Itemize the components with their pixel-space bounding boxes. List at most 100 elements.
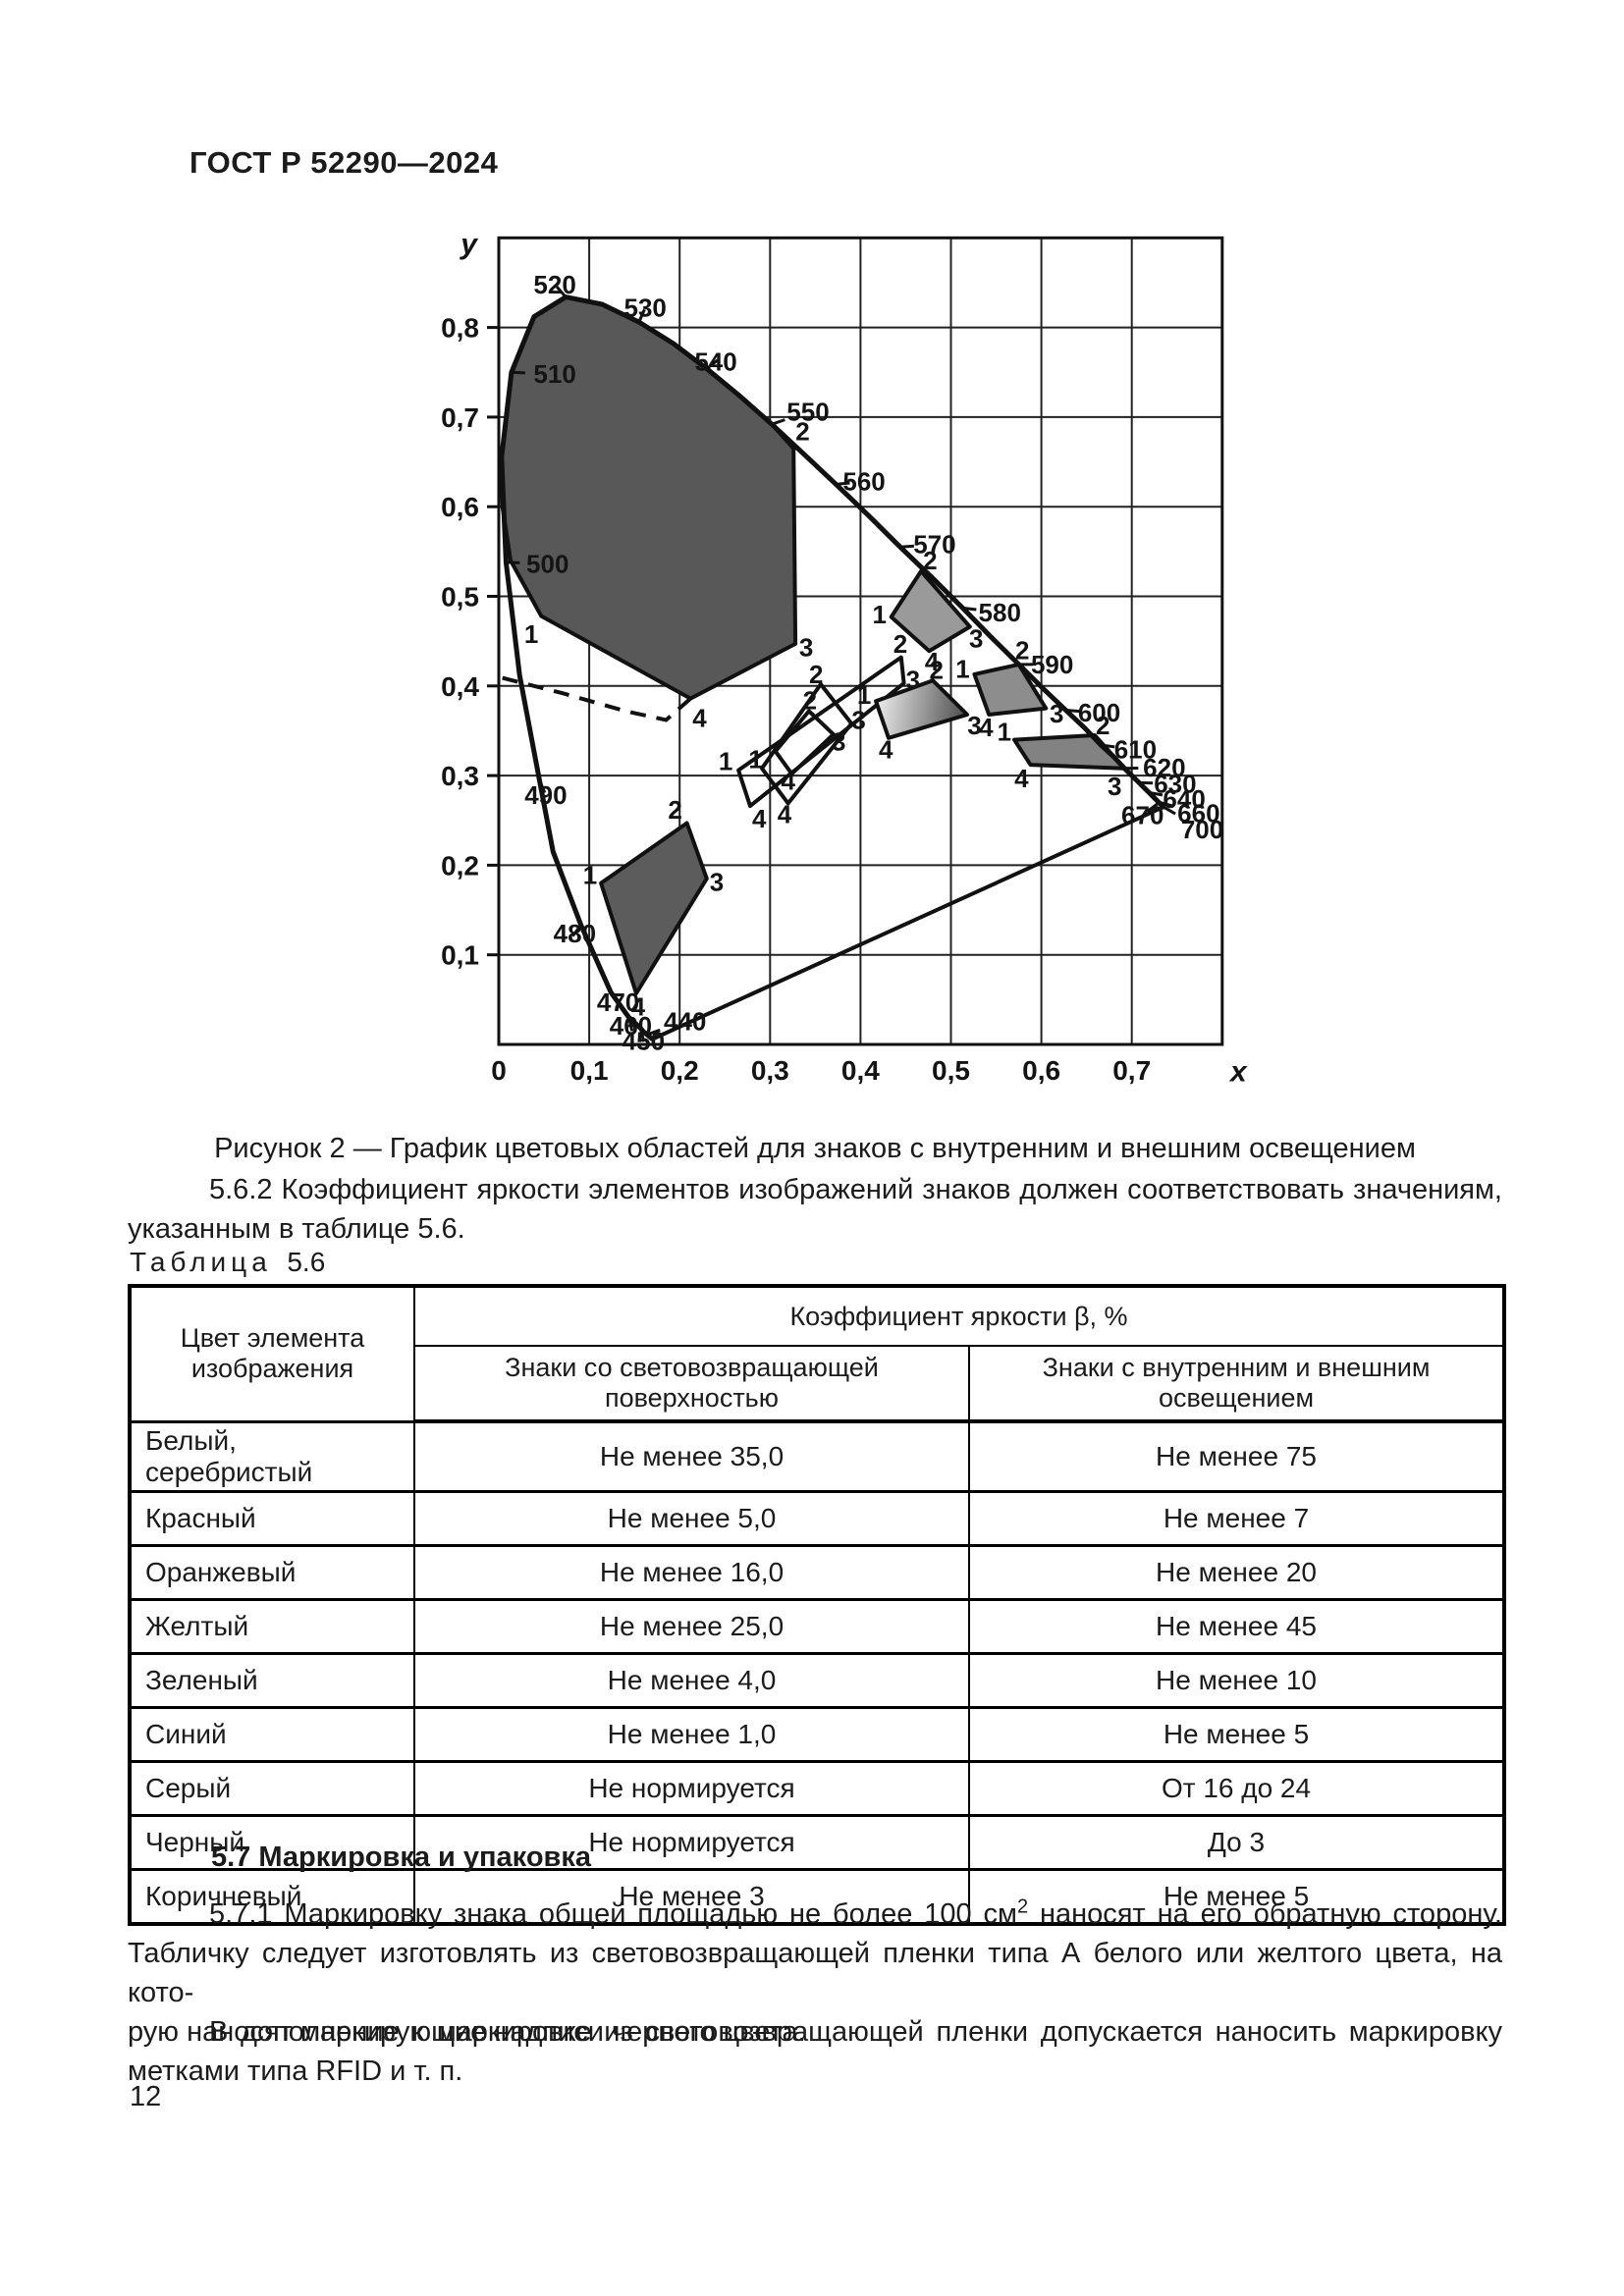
svg-text:510: 510: [533, 359, 575, 389]
paragraph-571-line2: Табличку следует изготовлять из световоз…: [128, 1938, 1502, 2008]
illum-value: Не менее 75: [967, 1419, 1506, 1492]
svg-text:570: 570: [913, 530, 955, 560]
svg-text:580: 580: [979, 598, 1021, 627]
paragraph-rfid-line2: метками типа RFID и т. п.: [128, 2056, 463, 2087]
retro-value: Не менее 16,0: [413, 1543, 970, 1600]
svg-text:3: 3: [906, 665, 920, 694]
svg-text:620: 620: [1143, 753, 1185, 782]
color-name: Коричневый: [129, 1867, 415, 1925]
svg-text:2: 2: [803, 685, 817, 715]
retro-value: Не менее 1,0: [413, 1705, 970, 1762]
illum-value: До 3: [967, 1813, 1506, 1870]
svg-text:2: 2: [893, 629, 907, 659]
svg-text:3: 3: [799, 633, 813, 663]
svg-text:560: 560: [842, 467, 885, 497]
svg-text:4: 4: [925, 647, 940, 676]
paragraph-571-line1-tail: наносят на его обратную сторону.: [1028, 1898, 1502, 1930]
svg-text:640: 640: [1163, 784, 1205, 814]
color-name: Черный: [129, 1813, 415, 1870]
svg-text:520: 520: [533, 270, 575, 299]
column-header-illuminated: Знаки с внутренним и внешним освещением: [967, 1345, 1506, 1423]
svg-text:0,8: 0,8: [441, 313, 479, 344]
retro-value: Не менее 3: [413, 1867, 970, 1925]
svg-text:590: 590: [1031, 650, 1073, 679]
svg-text:1: 1: [748, 745, 762, 774]
svg-text:2: 2: [1096, 711, 1110, 740]
paragraph-rfid: В дополнение к маркировке из световозвра…: [128, 2012, 1502, 2091]
table-label-word: Таблица: [130, 1247, 272, 1277]
svg-text:3: 3: [967, 711, 981, 740]
svg-text:y: y: [459, 229, 478, 261]
svg-text:600: 600: [1078, 698, 1120, 727]
svg-text:4: 4: [781, 767, 795, 796]
svg-text:1: 1: [719, 746, 732, 775]
svg-text:1: 1: [955, 654, 969, 683]
svg-text:460: 460: [610, 1011, 652, 1041]
paragraph-571: 5.7.1 Маркировку знака общей площадью не…: [128, 1895, 1502, 2052]
table-row: Черный Не нормируется До 3: [129, 1813, 1506, 1870]
svg-text:480: 480: [554, 919, 596, 948]
retro-value: Не менее 35,0: [413, 1419, 970, 1492]
svg-text:2: 2: [923, 546, 937, 575]
svg-text:550: 550: [786, 397, 829, 426]
svg-text:3: 3: [710, 868, 724, 897]
svg-text:0,6: 0,6: [441, 492, 479, 522]
svg-text:440: 440: [664, 1006, 706, 1036]
svg-text:450: 450: [623, 1026, 665, 1055]
svg-text:4: 4: [879, 735, 893, 765]
table-row: Белый, серебристый Не менее 35,0 Не менее …: [129, 1419, 1506, 1492]
color-name: Красный: [129, 1489, 415, 1546]
svg-text:630: 630: [1154, 769, 1196, 798]
svg-text:x: x: [1228, 1055, 1248, 1088]
table-row: Серый Не нормируется От 16 до 24: [129, 1759, 1506, 1816]
svg-text:0,1: 0,1: [441, 940, 479, 971]
color-name: Оранжевый: [129, 1543, 415, 1600]
svg-text:1: 1: [583, 860, 597, 889]
color-name: Белый, серебристый: [129, 1419, 415, 1492]
color-name: Серый: [129, 1759, 415, 1816]
svg-text:4: 4: [979, 713, 994, 742]
svg-text:2: 2: [1015, 635, 1029, 665]
table-label: Таблица 5.6: [130, 1247, 325, 1278]
illum-value: От 16 до 24: [967, 1759, 1506, 1816]
svg-text:470: 470: [597, 988, 639, 1017]
paragraph-571-line1: 5.7.1 Маркировку знака общей площадью не…: [128, 1895, 1502, 1934]
svg-text:1: 1: [873, 600, 887, 629]
table-row: Оранжевый Не менее 16,0 Не менее 20: [129, 1543, 1506, 1600]
svg-text:500: 500: [526, 550, 568, 579]
table-row: Синий Не менее 1,0 Не менее 5: [129, 1705, 1506, 1762]
column-header-coefficient: Коэффициент яркости β, %: [412, 1285, 1506, 1347]
svg-text:3: 3: [832, 726, 845, 756]
svg-text:2: 2: [930, 655, 944, 684]
svg-text:0,5: 0,5: [441, 582, 479, 613]
svg-text:660: 660: [1177, 798, 1219, 828]
column-header-retro: Знаки со световозвращающей поверхностью: [413, 1345, 970, 1423]
paragraph-562-line2: указанным в таблице 5.6.: [128, 1213, 465, 1245]
table-label-number: 5.6: [287, 1247, 326, 1277]
svg-text:3: 3: [1108, 772, 1121, 801]
table-row: Желтый Не менее 25,0 Не менее 45: [129, 1597, 1506, 1654]
retro-value: Не нормируется: [413, 1813, 970, 1870]
svg-text:0,7: 0,7: [1112, 1055, 1151, 1086]
svg-text:2: 2: [795, 417, 809, 447]
superscript-2: 2: [1016, 1896, 1029, 1918]
svg-text:1: 1: [998, 717, 1011, 746]
figure-caption: Рисунок 2 — График цветовых областей для…: [214, 1133, 1416, 1164]
svg-text:490: 490: [524, 780, 567, 810]
svg-text:4: 4: [778, 799, 792, 828]
table-wrapper: Цвет элемента изображения Коэффициент яр…: [128, 1284, 1507, 1926]
illum-value: Не менее 5: [967, 1867, 1506, 1925]
svg-text:540: 540: [694, 347, 736, 376]
svg-text:700: 700: [1181, 815, 1223, 844]
table-header-row-1: Цвет элемента изображения Коэффициент яр…: [129, 1285, 1506, 1422]
svg-text:4: 4: [752, 804, 767, 833]
paragraph-562: 5.6.2 Коэффициент яркости элементов изоб…: [128, 1170, 1502, 1249]
svg-text:0,6: 0,6: [1022, 1055, 1060, 1086]
svg-text:0,1: 0,1: [570, 1055, 609, 1086]
illum-value: Не менее 5: [967, 1705, 1506, 1762]
svg-text:0,7: 0,7: [441, 402, 479, 433]
section-57-heading: 5.7 Маркировка и упаковка: [211, 1842, 591, 1873]
svg-text:0,4: 0,4: [441, 671, 479, 702]
color-name: Синий: [129, 1705, 415, 1762]
